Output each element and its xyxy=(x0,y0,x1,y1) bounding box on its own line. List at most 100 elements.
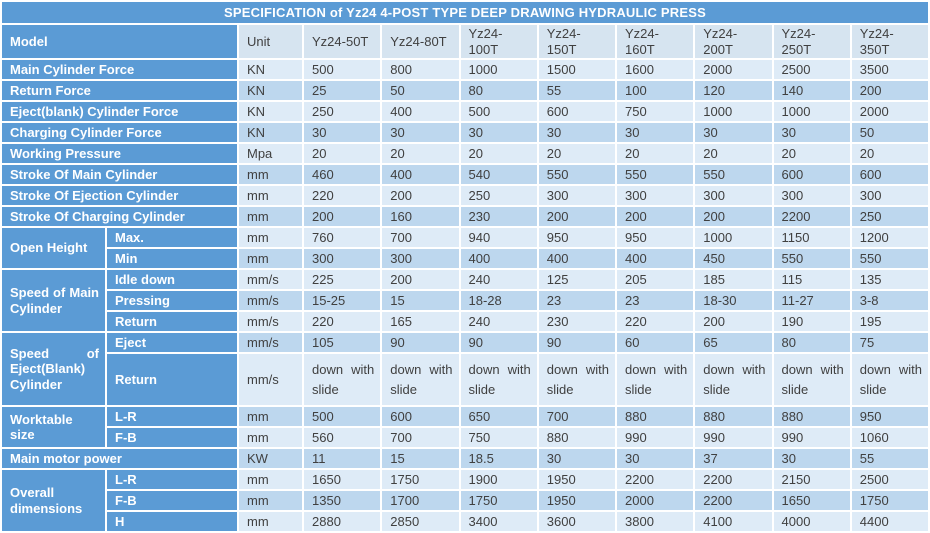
row-label-charging-cylinder-force: Charging Cylinder Force xyxy=(0,121,239,145)
table-row: Stroke Of Ejection Cylinder mm 220 200 2… xyxy=(0,184,930,208)
value-cell: 30 xyxy=(301,121,383,145)
value-cell: 90 xyxy=(536,331,618,355)
value-cell: 550 xyxy=(771,247,852,271)
value-cell: 30 xyxy=(380,121,461,145)
value-cell: 4400 xyxy=(849,510,930,533)
value-cell: 1700 xyxy=(380,489,461,513)
value-cell: 1200 xyxy=(849,226,930,250)
value-cell: 25 xyxy=(301,79,383,103)
value-cell: 20 xyxy=(380,142,461,166)
value-cell: 55 xyxy=(536,79,618,103)
value-cell: 65 xyxy=(693,331,774,355)
value-cell: 600 xyxy=(771,163,852,187)
value-cell: 500 xyxy=(301,405,383,429)
unit-cell: Mpa xyxy=(237,142,304,166)
table-row: Return Force KN 25 50 80 55 100 120 140 … xyxy=(0,79,930,103)
value-cell: 30 xyxy=(771,447,852,471)
value-cell: 135 xyxy=(849,268,930,292)
value-cell: 990 xyxy=(693,426,774,450)
value-cell: 3-8 xyxy=(849,289,930,313)
value-cell: 250 xyxy=(301,100,383,124)
value-cell: 760 xyxy=(301,226,383,250)
value-cell: 200 xyxy=(693,205,774,229)
value-cell: 400 xyxy=(614,247,696,271)
value-cell: 1150 xyxy=(771,226,852,250)
value-cell: 2200 xyxy=(771,205,852,229)
value-cell: 20 xyxy=(301,142,383,166)
value-cell: 300 xyxy=(849,184,930,208)
value-cell: 1750 xyxy=(380,468,461,492)
value-cell: 2000 xyxy=(614,489,696,513)
value-cell: 700 xyxy=(380,226,461,250)
value-cell: 750 xyxy=(458,426,539,450)
value-cell: 1750 xyxy=(458,489,539,513)
value-cell: 990 xyxy=(614,426,696,450)
value-cell: 990 xyxy=(771,426,852,450)
value-cell: 18.5 xyxy=(458,447,539,471)
group-label-speed-main-cylinder: Speed of Main Cylinder xyxy=(0,268,107,334)
value-cell: 950 xyxy=(849,405,930,429)
unit-cell: mm xyxy=(237,468,304,492)
value-cell: 11-27 xyxy=(771,289,852,313)
table-row: Eject(blank) Cylinder Force KN 250 400 5… xyxy=(0,100,930,124)
value-cell: 185 xyxy=(693,268,774,292)
table-row: Main Cylinder Force KN 500 800 1000 1500… xyxy=(0,58,930,82)
value-cell: 1350 xyxy=(301,489,383,513)
value-cell: 220 xyxy=(301,310,383,334)
value-cell: 20 xyxy=(614,142,696,166)
unit-cell: KN xyxy=(237,58,304,82)
table-row: Return mm/s down with slide down with sl… xyxy=(1,352,930,408)
value-cell: 4100 xyxy=(693,510,774,533)
value-cell: 30 xyxy=(614,447,696,471)
col-header: Yz24-150T xyxy=(536,22,618,61)
value-cell: 20 xyxy=(693,142,774,166)
value-cell: 540 xyxy=(458,163,539,187)
value-cell: 80 xyxy=(771,331,852,355)
value-cell: 100 xyxy=(614,79,696,103)
unit-cell: mm/s xyxy=(237,310,304,334)
value-cell: 2000 xyxy=(693,58,774,82)
table-title: SPECIFICATION of Yz24 4-POST TYPE DEEP D… xyxy=(0,0,930,25)
value-cell: 20 xyxy=(849,142,930,166)
value-cell: 2000 xyxy=(849,100,930,124)
value-cell: 230 xyxy=(536,310,618,334)
value-cell: 165 xyxy=(380,310,461,334)
value-cell: 300 xyxy=(536,184,618,208)
row-label-stroke-main-cylinder: Stroke Of Main Cylinder xyxy=(0,163,239,187)
value-cell: 20 xyxy=(771,142,852,166)
value-cell: 200 xyxy=(536,205,618,229)
row-sublabel-max: Max. xyxy=(105,226,239,250)
value-cell: down with slide xyxy=(380,352,461,408)
value-cell: 205 xyxy=(614,268,696,292)
unit-cell: mm xyxy=(237,247,304,271)
value-cell: 140 xyxy=(771,79,852,103)
value-cell: 90 xyxy=(458,331,539,355)
value-cell: 120 xyxy=(693,79,774,103)
value-cell: 125 xyxy=(536,268,618,292)
value-cell: 230 xyxy=(458,205,539,229)
value-cell: 400 xyxy=(380,100,461,124)
table-row: SPECIFICATION of Yz24 4-POST TYPE DEEP D… xyxy=(0,0,930,25)
col-header-unit: Unit xyxy=(237,22,304,61)
value-cell: 3800 xyxy=(614,510,696,533)
value-cell: 400 xyxy=(458,247,539,271)
table-row: Stroke Of Charging Cylinder mm 200 160 2… xyxy=(0,205,930,229)
unit-cell: mm xyxy=(237,226,304,250)
value-cell: 37 xyxy=(693,447,774,471)
unit-cell: mm xyxy=(237,184,304,208)
value-cell: 3600 xyxy=(536,510,618,533)
row-label-main-motor-power: Main motor power xyxy=(0,447,239,471)
value-cell: 30 xyxy=(614,121,696,145)
value-cell: 190 xyxy=(771,310,852,334)
value-cell: 55 xyxy=(849,447,930,471)
unit-cell: KN xyxy=(237,100,304,124)
value-cell: 1750 xyxy=(849,489,930,513)
value-cell: 700 xyxy=(536,405,618,429)
value-cell: 400 xyxy=(380,163,461,187)
value-cell: 250 xyxy=(849,205,930,229)
value-cell: 11 xyxy=(301,447,383,471)
table-row: Pressing mm/s 15-25 15 18-28 23 23 18-30… xyxy=(1,289,930,313)
table-row: F-B mm 560 700 750 880 990 990 990 1060 xyxy=(1,426,930,450)
value-cell: 2200 xyxy=(693,468,774,492)
value-cell: 240 xyxy=(458,310,539,334)
